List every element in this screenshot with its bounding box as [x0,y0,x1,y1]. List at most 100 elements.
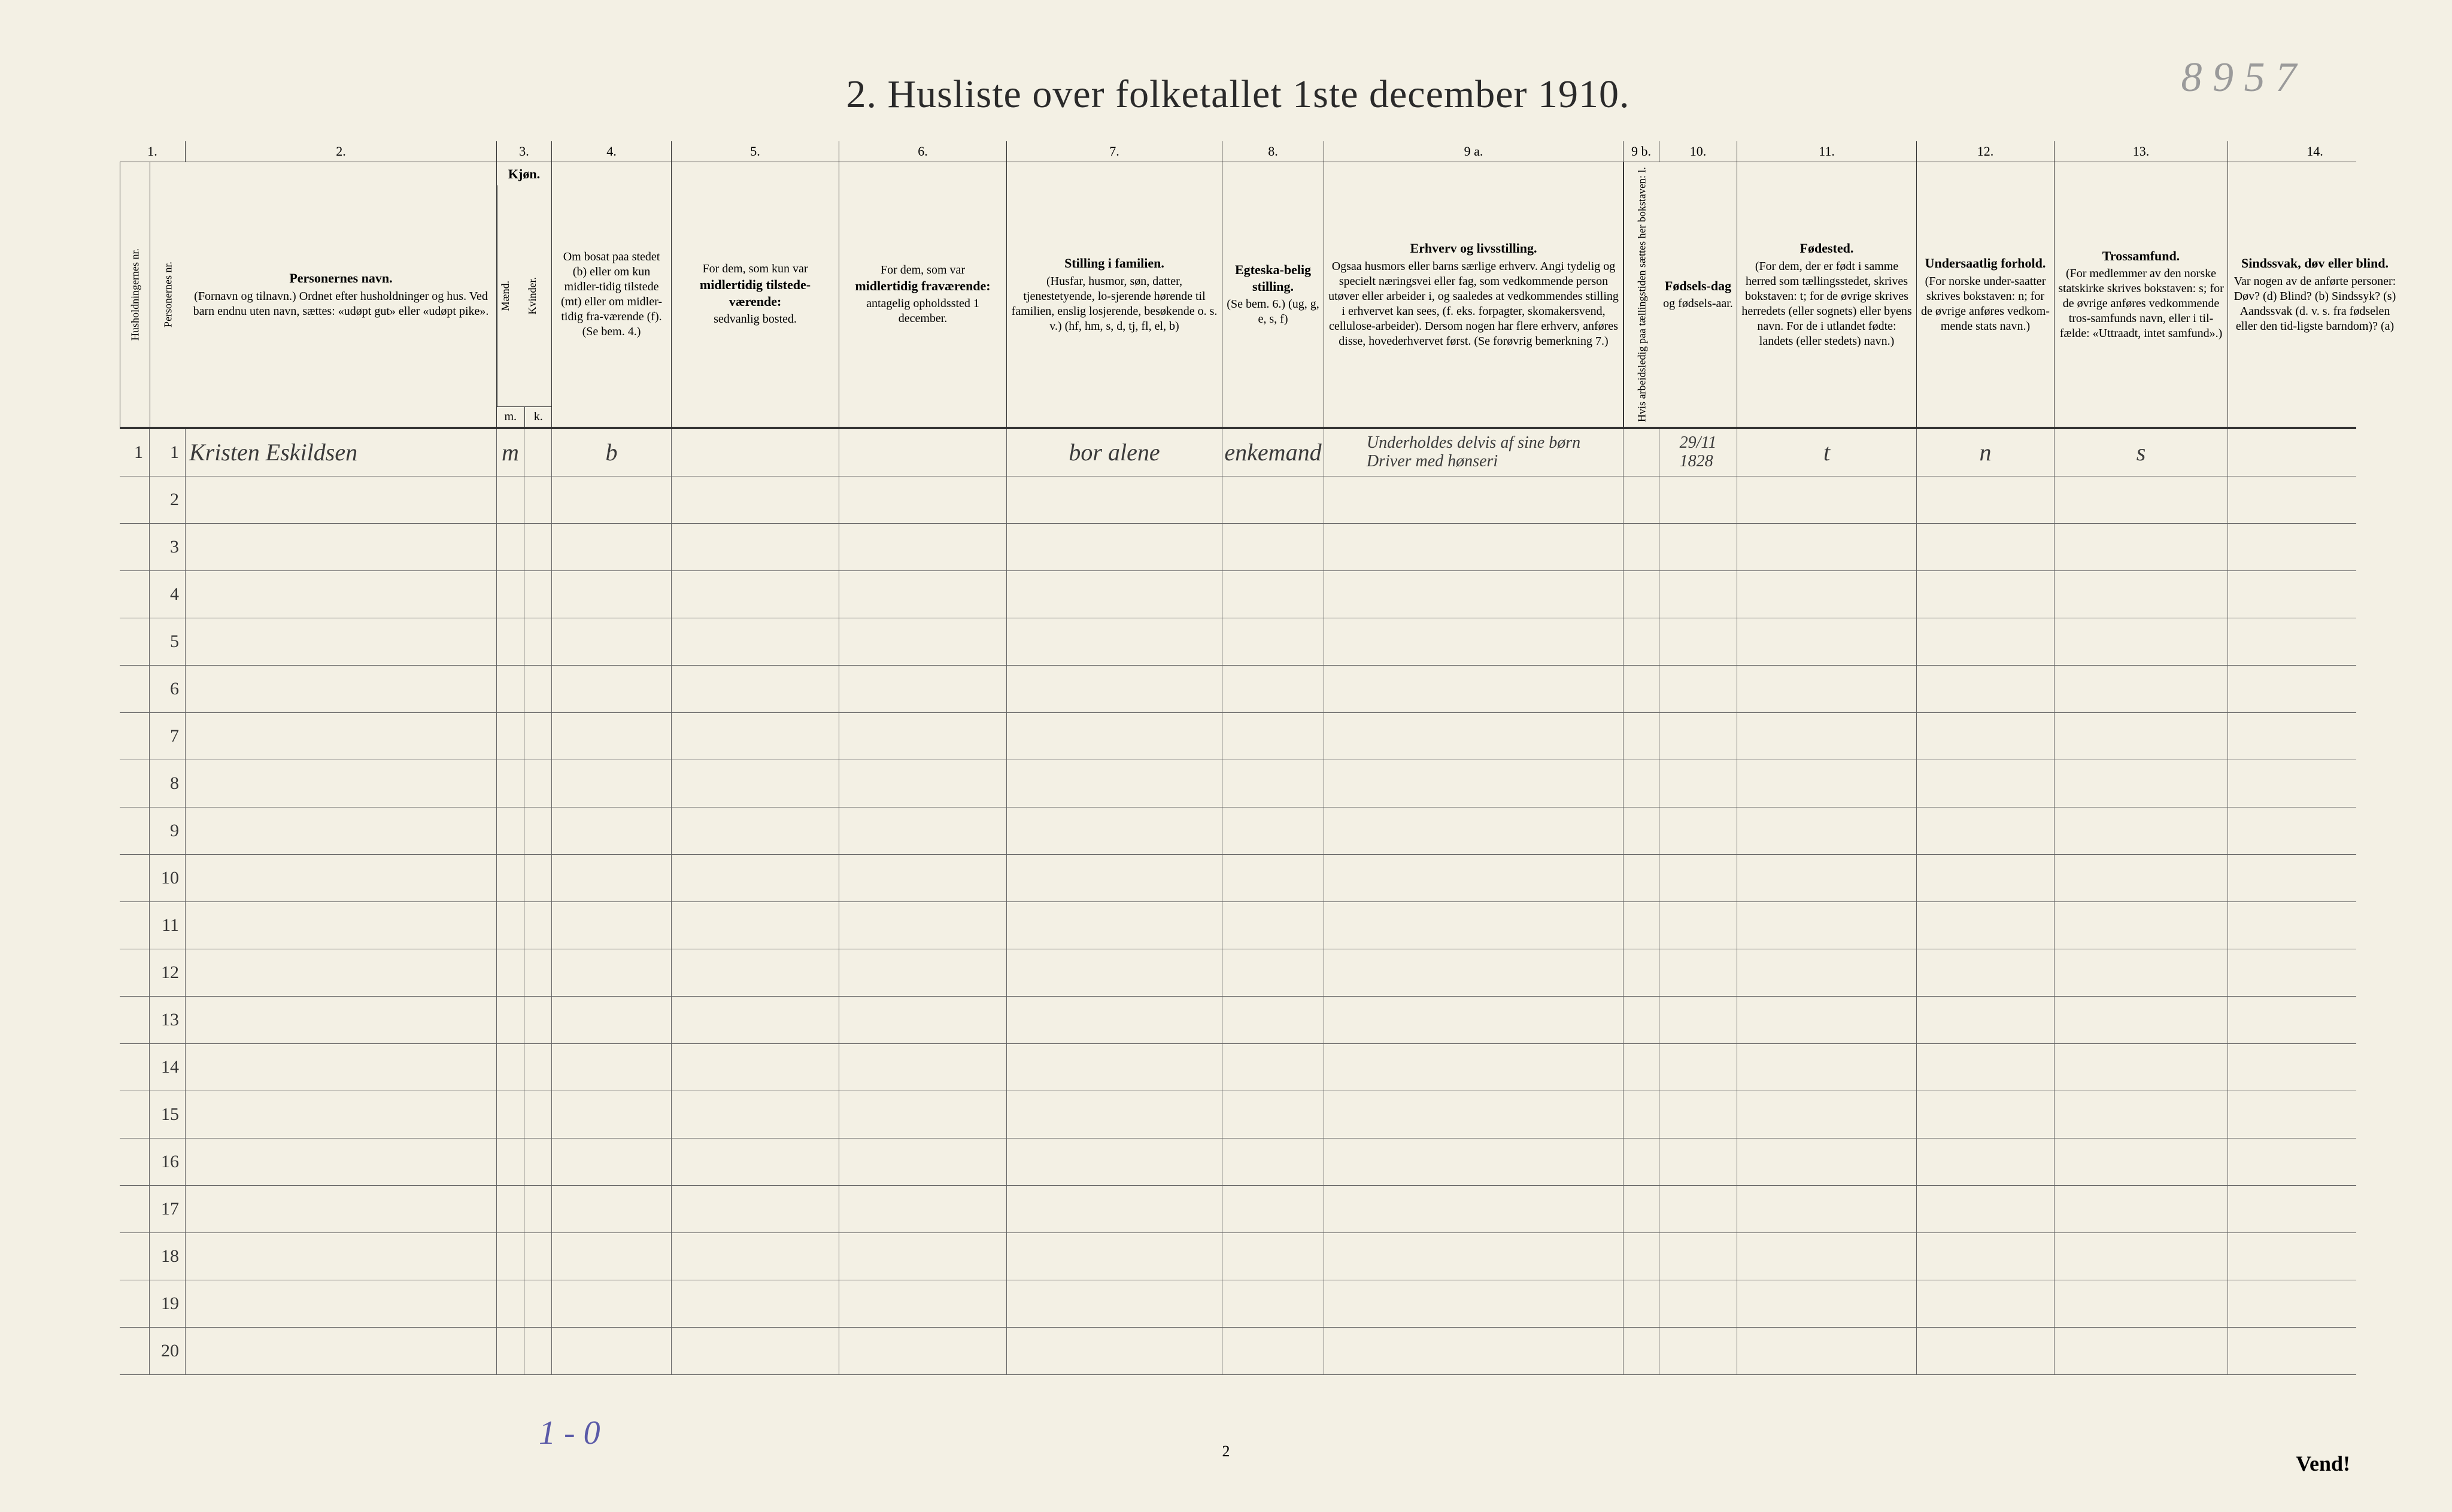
cell-temp-present [672,949,839,996]
cell-temp-present [672,476,839,523]
cell-household-no [120,1233,150,1280]
cell-nationality [1917,524,2055,570]
cell-unemployed [1623,1328,1659,1374]
cell-person-no: 9 [150,807,186,854]
cell-birthdate [1659,476,1737,523]
cell-birthdate [1659,713,1737,760]
cell-birthdate [1659,618,1737,665]
table-row: 10 [120,855,2356,902]
hdr-temp-absent-top: For dem, som var [843,263,1003,278]
cell-birthplace [1737,1044,1917,1091]
cell-sex-m [497,949,524,996]
cell-birthdate [1659,1328,1737,1374]
cell-unemployed [1623,1138,1659,1185]
table-row: 19 [120,1280,2356,1328]
cell-household-no [120,902,150,949]
cell-person-no: 17 [150,1186,186,1232]
cell-sex-m [497,760,524,807]
turn-over-label: Vend! [2296,1451,2350,1476]
cell-temp-present [672,1280,839,1327]
cell-sex-k [524,713,552,760]
cell-birthplace [1737,1328,1917,1374]
cell-status [552,760,672,807]
cell-household-no [120,666,150,712]
cell-sex-k [524,1044,552,1091]
cell-family-pos [1007,1091,1222,1138]
cell-birthdate [1659,807,1737,854]
cell-temp-absent [839,666,1007,712]
cell-sex-m [497,807,524,854]
cell-temp-absent [839,1328,1007,1374]
table-row: 12 [120,949,2356,997]
cell-sex-m [497,618,524,665]
cell-temp-absent [839,571,1007,618]
cell-nationality [1917,476,2055,523]
cell-religion [2055,524,2228,570]
cell-disability [2228,997,2402,1043]
hdr-birthplace-sub: (For dem, der er født i samme herred som… [1741,259,1913,349]
hdr-temp-absent-main: midlertidig fraværende: [843,278,1003,294]
cell-family-pos [1007,807,1222,854]
cell-sex-m [497,1233,524,1280]
cell-temp-present [672,571,839,618]
cell-name [186,902,497,949]
column-number-row: 1. 2. 3. 4. 5. 6. 7. 8. 9 a. 9 b. 10. 11… [120,141,2356,162]
cell-household-no [120,476,150,523]
cell-unemployed [1623,1044,1659,1091]
cell-sex-k [524,666,552,712]
cell-status [552,807,672,854]
cell-birthplace: t [1737,429,1917,476]
cell-birthplace [1737,997,1917,1043]
cell-person-no: 19 [150,1280,186,1327]
table-row: 3 [120,524,2356,571]
cell-household-no [120,1091,150,1138]
colnum-13: 13. [2055,141,2228,162]
cell-nationality [1917,997,2055,1043]
cell-family-pos [1007,713,1222,760]
cell-name [186,618,497,665]
hdr-birthdate-sub: og fødsels-aar. [1663,296,1733,311]
cell-family-pos [1007,1233,1222,1280]
cell-marital [1222,618,1324,665]
cell-sex-k [524,760,552,807]
cell-religion [2055,476,2228,523]
cell-sex-m [497,1186,524,1232]
hdr-temp-present-main: midlertidig tilstede-værende: [675,277,835,309]
cell-birthplace [1737,1138,1917,1185]
cell-status [552,949,672,996]
cell-occupation [1324,997,1623,1043]
cell-religion [2055,666,2228,712]
hdr-nationality: Undersaatlig forhold. (For norske under-… [1917,162,2055,427]
cell-marital [1222,807,1324,854]
cell-person-no: 6 [150,666,186,712]
cell-person-no: 1 [150,429,186,476]
table-row: 2 [120,476,2356,524]
cell-family-pos [1007,571,1222,618]
cell-disability [2228,1280,2402,1327]
cell-birthdate [1659,902,1737,949]
column-header-row: Husholdningernes nr. Personernes nr. Per… [120,162,2356,429]
cell-status: b [552,429,672,476]
cell-nationality [1917,949,2055,996]
cell-unemployed [1623,997,1659,1043]
colnum-8: 8. [1222,141,1324,162]
cell-household-no [120,1044,150,1091]
cell-birthdate [1659,1044,1737,1091]
cell-sex-k [524,1138,552,1185]
hdr-family-position-main: Stilling i familien. [1010,255,1218,272]
colnum-3: 3. [497,141,552,162]
cell-disability [2228,1233,2402,1280]
cell-sex-k [524,1186,552,1232]
cell-marital [1222,524,1324,570]
colnum-14: 14. [2228,141,2402,162]
cell-temp-absent [839,476,1007,523]
hdr-birthplace: Fødested. (For dem, der er født i samme … [1737,162,1917,427]
cell-household-no [120,524,150,570]
cell-temp-absent [839,1186,1007,1232]
cell-name [186,1091,497,1138]
cell-nationality [1917,1138,2055,1185]
cell-family-pos [1007,1186,1222,1232]
cell-unemployed [1623,1233,1659,1280]
cell-marital [1222,666,1324,712]
hdr-occupation: Erhverv og livsstilling. Ogsaa husmors e… [1324,162,1623,427]
